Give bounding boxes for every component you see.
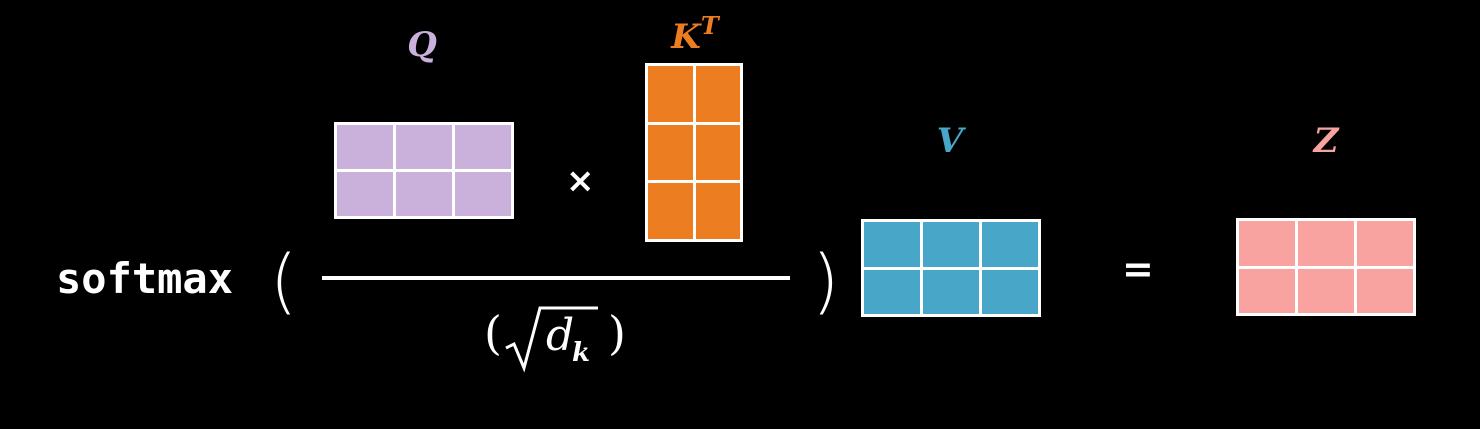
- z-matrix-cell: [1298, 268, 1354, 313]
- v-matrix: [861, 219, 1041, 317]
- v-label: V: [930, 124, 970, 158]
- denominator-open-paren: (: [484, 306, 502, 360]
- multiply-symbol: ×: [566, 161, 595, 201]
- v-matrix-cell: [923, 222, 979, 267]
- z-matrix: [1236, 218, 1416, 316]
- k-matrix-cell: [648, 66, 693, 122]
- v-label-text: V: [936, 121, 964, 161]
- z-label: Z: [1306, 124, 1346, 158]
- k-matrix-cell: [648, 124, 693, 181]
- fraction-bar: [322, 276, 790, 280]
- q-matrix: [334, 122, 514, 219]
- kt-label-text: K: [671, 17, 701, 57]
- v-matrix-cell: [982, 269, 1038, 314]
- k-matrix-cell: [648, 183, 693, 239]
- v-matrix-cell: [864, 269, 920, 314]
- close-paren: ): [812, 240, 840, 322]
- v-matrix-cell: [982, 222, 1038, 267]
- k-matrix-cell: [695, 66, 740, 122]
- q-label-text: Q: [407, 25, 437, 65]
- z-matrix-cell: [1239, 268, 1295, 313]
- kt-matrix: [645, 63, 743, 242]
- q-matrix-cell: [455, 172, 511, 216]
- softmax-label: softmax: [56, 254, 234, 303]
- q-matrix-cell: [396, 172, 452, 216]
- kt-label-superscript: T: [700, 11, 719, 40]
- k-matrix-cell: [695, 183, 740, 239]
- open-paren: (: [270, 240, 298, 322]
- denominator-close-paren: ): [608, 306, 626, 360]
- q-matrix-cell: [396, 125, 452, 169]
- z-matrix-cell: [1298, 221, 1354, 266]
- z-label-text: Z: [1313, 121, 1339, 161]
- equals-symbol: =: [1122, 247, 1154, 291]
- q-label: Q: [402, 28, 442, 62]
- q-matrix-cell: [337, 172, 393, 216]
- z-matrix-cell: [1357, 221, 1413, 266]
- q-matrix-cell: [337, 125, 393, 169]
- z-matrix-cell: [1357, 268, 1413, 313]
- q-matrix-cell: [455, 125, 511, 169]
- denominator-subscript-k: k: [572, 338, 591, 368]
- z-matrix-cell: [1239, 221, 1295, 266]
- square-root-icon: [505, 306, 598, 373]
- kt-label: KT: [660, 11, 730, 57]
- k-matrix-cell: [695, 124, 740, 181]
- denominator: ( d k ): [484, 300, 644, 380]
- denominator-d: d: [546, 310, 575, 361]
- v-matrix-cell: [923, 269, 979, 314]
- v-matrix-cell: [864, 222, 920, 267]
